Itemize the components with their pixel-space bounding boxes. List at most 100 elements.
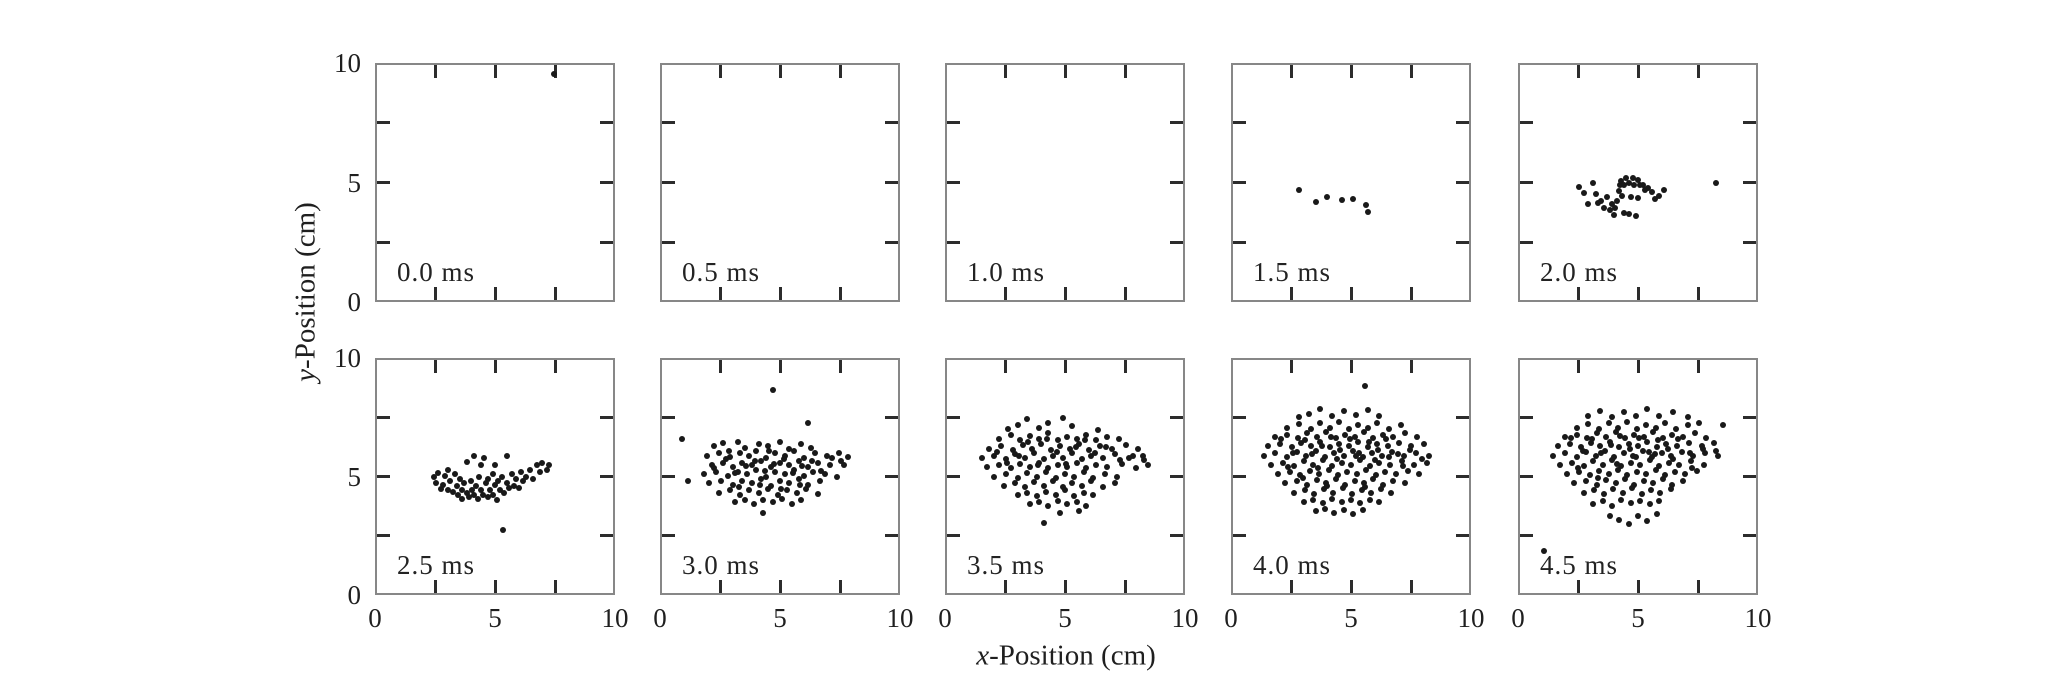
- data-point: [1062, 471, 1068, 478]
- x-tick-label: 0: [1224, 603, 1238, 633]
- data-point: [1291, 463, 1298, 469]
- data-point: [1550, 452, 1557, 459]
- data-point: [1612, 480, 1619, 487]
- data-point: [1293, 449, 1300, 456]
- data-point: [1596, 467, 1603, 474]
- data-point: [1618, 193, 1625, 200]
- data-point: [1633, 425, 1640, 432]
- data-point: [1045, 430, 1052, 437]
- data-point: [1576, 468, 1582, 475]
- data-point: [1418, 456, 1425, 463]
- data-point: [1609, 414, 1616, 421]
- data-point: [1360, 429, 1367, 436]
- data-point: [1043, 488, 1050, 495]
- axis-tick: [1456, 534, 1469, 538]
- data-point: [1117, 457, 1124, 464]
- data-point: [725, 473, 732, 480]
- axis-tick: [662, 415, 675, 419]
- axis-tick: [1123, 287, 1127, 300]
- data-point: [1646, 501, 1653, 508]
- data-point: [1099, 483, 1106, 490]
- axis-tick: [1170, 475, 1183, 478]
- data-point: [1130, 452, 1137, 459]
- data-point: [1646, 457, 1653, 464]
- data-point: [1031, 450, 1038, 457]
- data-point: [1069, 450, 1076, 457]
- axis-tick: [1003, 360, 1007, 373]
- axis-tick: [433, 580, 437, 593]
- data-point: [1312, 508, 1319, 515]
- panel-time-label: 4.5 ms: [1540, 550, 1619, 580]
- axis-tick: [662, 475, 675, 478]
- data-point: [1625, 179, 1632, 186]
- data-point: [1123, 442, 1130, 449]
- axis-tick: [493, 287, 497, 300]
- axis-tick: [885, 534, 898, 538]
- data-point: [1679, 478, 1686, 485]
- axis-tick: [1233, 534, 1246, 538]
- axis-tick: [1409, 65, 1413, 78]
- data-point: [1402, 480, 1409, 487]
- data-point: [765, 443, 772, 450]
- data-point: [1064, 433, 1071, 440]
- data-point: [1323, 429, 1330, 436]
- data-point: [1378, 452, 1385, 459]
- data-point: [1639, 181, 1646, 188]
- data-point: [1685, 439, 1692, 446]
- data-point: [991, 452, 998, 459]
- data-point: [1327, 433, 1334, 440]
- data-point: [1675, 436, 1682, 443]
- data-point: [734, 438, 741, 445]
- data-point: [1125, 454, 1132, 461]
- data-point: [444, 487, 451, 493]
- data-point: [751, 500, 758, 507]
- axis-tick: [1063, 65, 1067, 78]
- data-point: [720, 459, 727, 466]
- axis-tick: [885, 415, 898, 419]
- data-point: [1376, 459, 1383, 466]
- data-point: [1644, 517, 1651, 524]
- data-point: [1272, 450, 1279, 457]
- data-point: [494, 478, 501, 485]
- data-point: [1310, 496, 1317, 503]
- data-point: [1650, 480, 1657, 487]
- data-point: [1083, 431, 1090, 438]
- data-point: [1596, 425, 1603, 432]
- data-point: [791, 448, 798, 455]
- data-point: [1339, 485, 1346, 492]
- data-point: [1284, 453, 1291, 460]
- data-point: [1350, 510, 1357, 517]
- data-point: [1414, 433, 1421, 440]
- axis-tick: [1233, 181, 1246, 184]
- data-point: [1616, 182, 1623, 189]
- axis-tick: [600, 240, 613, 244]
- data-point: [781, 452, 788, 459]
- data-point: [1376, 499, 1383, 506]
- data-point: [786, 480, 793, 487]
- data-point: [1620, 450, 1627, 457]
- data-point: [1316, 471, 1323, 478]
- data-point: [1033, 473, 1040, 480]
- data-point: [485, 475, 492, 482]
- data-point: [1664, 445, 1671, 452]
- data-point: [1031, 479, 1038, 486]
- data-point: [1304, 430, 1311, 437]
- data-point: [1629, 485, 1636, 492]
- data-point: [1304, 481, 1311, 488]
- data-point: [1384, 443, 1391, 450]
- data-point: [1014, 422, 1021, 429]
- data-point: [1350, 195, 1357, 202]
- data-point: [1668, 452, 1675, 459]
- panel-time-label: 3.0 ms: [682, 550, 761, 580]
- panel-time-label: 2.5 ms: [397, 550, 476, 580]
- axis-tick: [377, 475, 390, 478]
- data-point: [1348, 496, 1354, 503]
- data-point: [826, 461, 833, 468]
- data-point: [1600, 490, 1607, 497]
- data-point: [1385, 425, 1392, 432]
- data-point: [1360, 480, 1367, 487]
- data-point: [1662, 472, 1669, 479]
- data-point: [1059, 483, 1066, 490]
- data-point: [1676, 461, 1683, 468]
